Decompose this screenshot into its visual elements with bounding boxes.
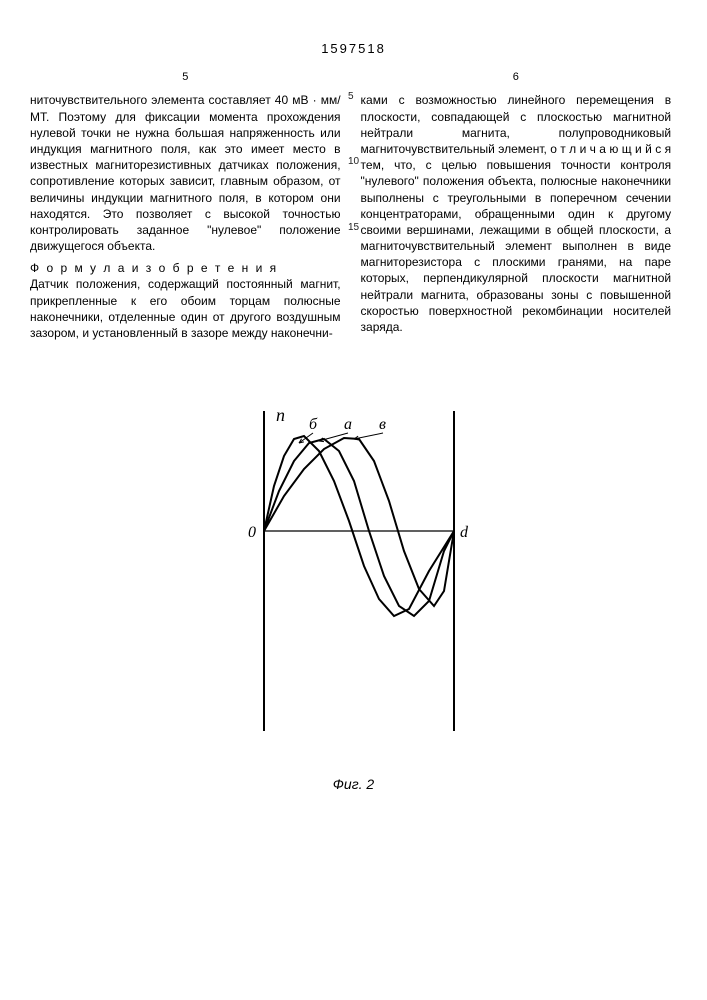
- line-marker: 15: [348, 221, 359, 235]
- svg-text:d: d: [460, 524, 469, 541]
- svg-text:в: в: [379, 416, 386, 433]
- figure-caption: Фиг. 2: [30, 775, 677, 794]
- right-column: 6 ками с возможностью линейного перемеще…: [361, 70, 672, 342]
- left-col-number: 5: [30, 70, 341, 85]
- line-number-gutter: 5 10 15: [348, 90, 359, 235]
- left-paragraph-1: ниточувствительного элемента составляет …: [30, 92, 341, 254]
- claims-heading: Ф о р м у л а и з о б р е т е н и я: [30, 260, 341, 276]
- svg-text:а: а: [344, 416, 352, 433]
- two-column-layout: 5 10 15 5 ниточувствительного элемента с…: [30, 70, 677, 342]
- svg-text:б: б: [309, 416, 318, 433]
- left-paragraph-2: Датчик положения, содержащий постоянный …: [30, 276, 341, 341]
- figure-container: б а в n 0 d Фиг. 2: [30, 401, 677, 794]
- left-column: 5 ниточувствительного элемента составляе…: [30, 70, 341, 342]
- right-col-number: 6: [361, 70, 672, 85]
- svg-text:n: n: [276, 405, 285, 425]
- line-marker: 10: [348, 155, 359, 169]
- svg-text:0: 0: [248, 524, 256, 541]
- figure-diagram: б а в n 0 d: [214, 401, 494, 761]
- patent-number: 1597518: [30, 40, 677, 58]
- line-marker: 5: [348, 90, 359, 104]
- right-paragraph: ками с возможностью линейного перемещени…: [361, 92, 672, 335]
